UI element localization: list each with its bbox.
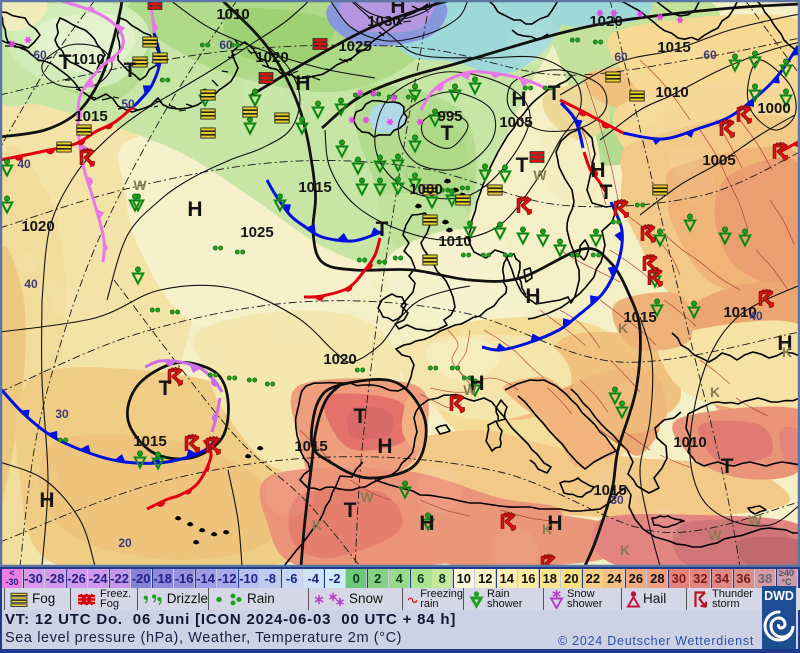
svg-text:T: T <box>354 405 367 428</box>
svg-text:K: K <box>710 384 720 400</box>
svg-text:1010: 1010 <box>438 233 471 250</box>
svg-text:1005: 1005 <box>499 114 532 131</box>
svg-text:1020: 1020 <box>589 13 622 30</box>
svg-text:30: 30 <box>610 493 624 507</box>
svg-text:40: 40 <box>24 277 38 291</box>
svg-text:30: 30 <box>55 407 69 421</box>
svg-text:20: 20 <box>118 536 132 550</box>
svg-text:H: H <box>39 489 54 512</box>
svg-text:K: K <box>782 344 792 360</box>
svg-text:H: H <box>547 512 562 535</box>
svg-text:T: T <box>721 455 734 478</box>
svg-text:T: T <box>376 218 389 241</box>
svg-text:1015: 1015 <box>623 309 656 326</box>
svg-text:T: T <box>59 51 72 74</box>
svg-text:1015: 1015 <box>74 108 107 125</box>
svg-text:1025: 1025 <box>240 224 273 241</box>
svg-text:W: W <box>133 177 147 193</box>
svg-text:H: H <box>777 332 792 355</box>
svg-text:50: 50 <box>121 97 135 111</box>
svg-text:W: W <box>708 527 722 543</box>
svg-text:1020: 1020 <box>21 218 54 235</box>
svg-text:1010: 1010 <box>216 6 249 23</box>
svg-text:1030: 1030 <box>367 13 400 30</box>
svg-text:1010: 1010 <box>673 434 706 451</box>
svg-text:1010: 1010 <box>71 51 104 68</box>
svg-text:W: W <box>360 489 374 505</box>
svg-text:H: H <box>295 72 310 95</box>
svg-text:K: K <box>312 517 322 533</box>
svg-text:1000: 1000 <box>757 100 790 117</box>
svg-text:995: 995 <box>437 108 462 125</box>
svg-text:1020: 1020 <box>323 351 356 368</box>
svg-text:H: H <box>525 285 540 308</box>
svg-text:1015: 1015 <box>294 438 327 455</box>
svg-text:1015: 1015 <box>298 179 331 196</box>
svg-text:T: T <box>600 181 613 204</box>
svg-text:H: H <box>511 88 526 111</box>
svg-text:1005: 1005 <box>702 152 735 169</box>
svg-text:T: T <box>441 122 454 145</box>
svg-text:60: 60 <box>703 48 717 62</box>
svg-text:K: K <box>620 542 630 558</box>
svg-text:K: K <box>618 320 628 336</box>
svg-text:H: H <box>390 0 405 18</box>
svg-text:1010: 1010 <box>723 304 756 321</box>
svg-text:DWD: DWD <box>764 589 794 603</box>
svg-text:T: T <box>516 154 529 177</box>
svg-text:H: H <box>590 159 605 182</box>
svg-text:T: T <box>344 499 357 522</box>
svg-text:60: 60 <box>33 48 47 62</box>
svg-text:1015: 1015 <box>593 482 626 499</box>
svg-text:1025: 1025 <box>338 38 371 55</box>
svg-text:H: H <box>187 198 202 221</box>
svg-text:T: T <box>124 59 137 82</box>
svg-text:1020: 1020 <box>255 49 288 66</box>
svg-text:1015: 1015 <box>657 39 690 56</box>
svg-text:40: 40 <box>749 309 763 323</box>
svg-text:1015: 1015 <box>133 433 166 450</box>
svg-text:1000: 1000 <box>409 181 442 198</box>
svg-text:60: 60 <box>614 50 628 64</box>
svg-text:1010: 1010 <box>655 84 688 101</box>
svg-text:T: T <box>159 377 172 400</box>
svg-text:W: W <box>748 512 762 528</box>
svg-text:H: H <box>377 435 392 458</box>
svg-text:T: T <box>548 82 561 105</box>
svg-text:W: W <box>533 167 547 183</box>
svg-text:H: H <box>419 512 434 535</box>
svg-text:H: H <box>469 372 484 395</box>
svg-text:K: K <box>542 521 552 537</box>
svg-text:40: 40 <box>17 157 31 171</box>
svg-text:60: 60 <box>219 38 233 52</box>
svg-text:W: W <box>463 382 477 398</box>
